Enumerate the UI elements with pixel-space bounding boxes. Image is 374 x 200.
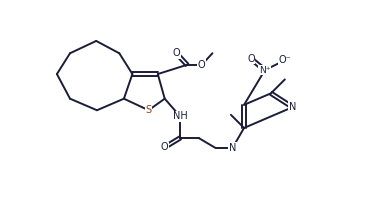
Text: O: O xyxy=(247,54,255,64)
Text: N⁺: N⁺ xyxy=(259,66,270,75)
Text: N: N xyxy=(229,143,236,153)
Text: NH: NH xyxy=(173,111,187,121)
Text: O⁻: O⁻ xyxy=(279,55,291,65)
Text: S: S xyxy=(145,105,151,115)
Text: O: O xyxy=(198,60,205,70)
Text: O: O xyxy=(172,48,180,58)
Text: O: O xyxy=(161,142,169,152)
Text: N: N xyxy=(289,102,296,112)
